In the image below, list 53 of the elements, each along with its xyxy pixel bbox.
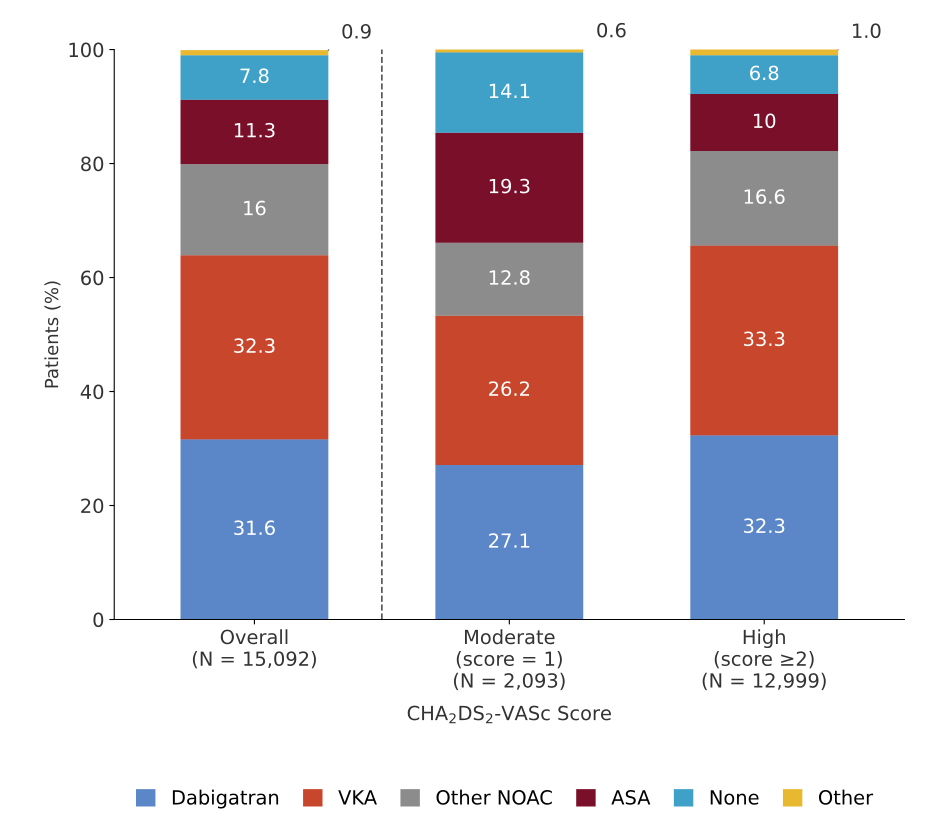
data-label: 32.3 bbox=[744, 518, 784, 534]
legend-label: Other bbox=[819, 790, 874, 805]
data-label: 10 bbox=[754, 113, 776, 128]
data-label: 6.8 bbox=[750, 66, 778, 80]
legend-label: VKA bbox=[338, 790, 377, 804]
bar bbox=[180, 439, 328, 620]
y-tick-label: 40 bbox=[80, 384, 104, 400]
y-tick-label: 0 bbox=[93, 612, 104, 628]
bar bbox=[180, 255, 328, 440]
bar bbox=[690, 50, 838, 56]
bar bbox=[435, 50, 584, 52]
data-label: 16 bbox=[244, 200, 266, 216]
x-tick-label: Moderate (score = 1) (N = 2,093) bbox=[454, 629, 565, 690]
legend-label: ASA bbox=[611, 790, 650, 805]
bar bbox=[435, 465, 584, 620]
data-label: 1.0 bbox=[853, 23, 881, 38]
bar bbox=[180, 164, 328, 256]
bar bbox=[690, 151, 838, 246]
bar bbox=[690, 94, 838, 152]
bar bbox=[180, 100, 328, 164]
data-label: 33.3 bbox=[744, 331, 784, 346]
data-label: 27.1 bbox=[489, 533, 530, 548]
y-axis-title: Patients (%) bbox=[44, 281, 60, 388]
data-label: 31.6 bbox=[234, 520, 275, 536]
data-label: 14.1 bbox=[490, 84, 530, 98]
bar bbox=[690, 435, 838, 620]
bar bbox=[435, 242, 584, 316]
bar bbox=[435, 132, 584, 243]
bar bbox=[180, 50, 328, 56]
bar bbox=[435, 52, 584, 133]
legend-label: None bbox=[710, 790, 759, 805]
bar bbox=[690, 55, 838, 94]
legend-label: Other NOAC bbox=[436, 790, 552, 805]
bar bbox=[435, 316, 584, 466]
x-axis-title: CHA$_{2}$DS$_{2}$-VASc Score bbox=[408, 706, 611, 724]
data-label: 7.8 bbox=[240, 68, 269, 84]
y-tick-label: 100 bbox=[70, 42, 104, 58]
data-label: 0.6 bbox=[597, 22, 626, 38]
y-tick-label: 80 bbox=[81, 156, 104, 172]
legend-label: Dabigatran bbox=[172, 790, 278, 808]
data-label: 12.8 bbox=[490, 270, 530, 285]
data-label: 32.3 bbox=[234, 338, 275, 353]
bar bbox=[690, 246, 838, 436]
y-tick-label: 20 bbox=[81, 498, 104, 514]
data-label: 16.6 bbox=[744, 189, 785, 204]
data-label: 19.3 bbox=[490, 178, 530, 194]
x-tick-label: High (score ≥2) (N = 12,999) bbox=[702, 629, 826, 690]
data-label: 0.9 bbox=[342, 24, 371, 39]
data-label: 11.3 bbox=[234, 122, 275, 138]
bar bbox=[180, 55, 328, 100]
x-tick-label: Overall (N = 15,092) bbox=[192, 629, 316, 668]
y-tick-label: 60 bbox=[81, 270, 104, 286]
data-label: 26.2 bbox=[489, 381, 530, 396]
